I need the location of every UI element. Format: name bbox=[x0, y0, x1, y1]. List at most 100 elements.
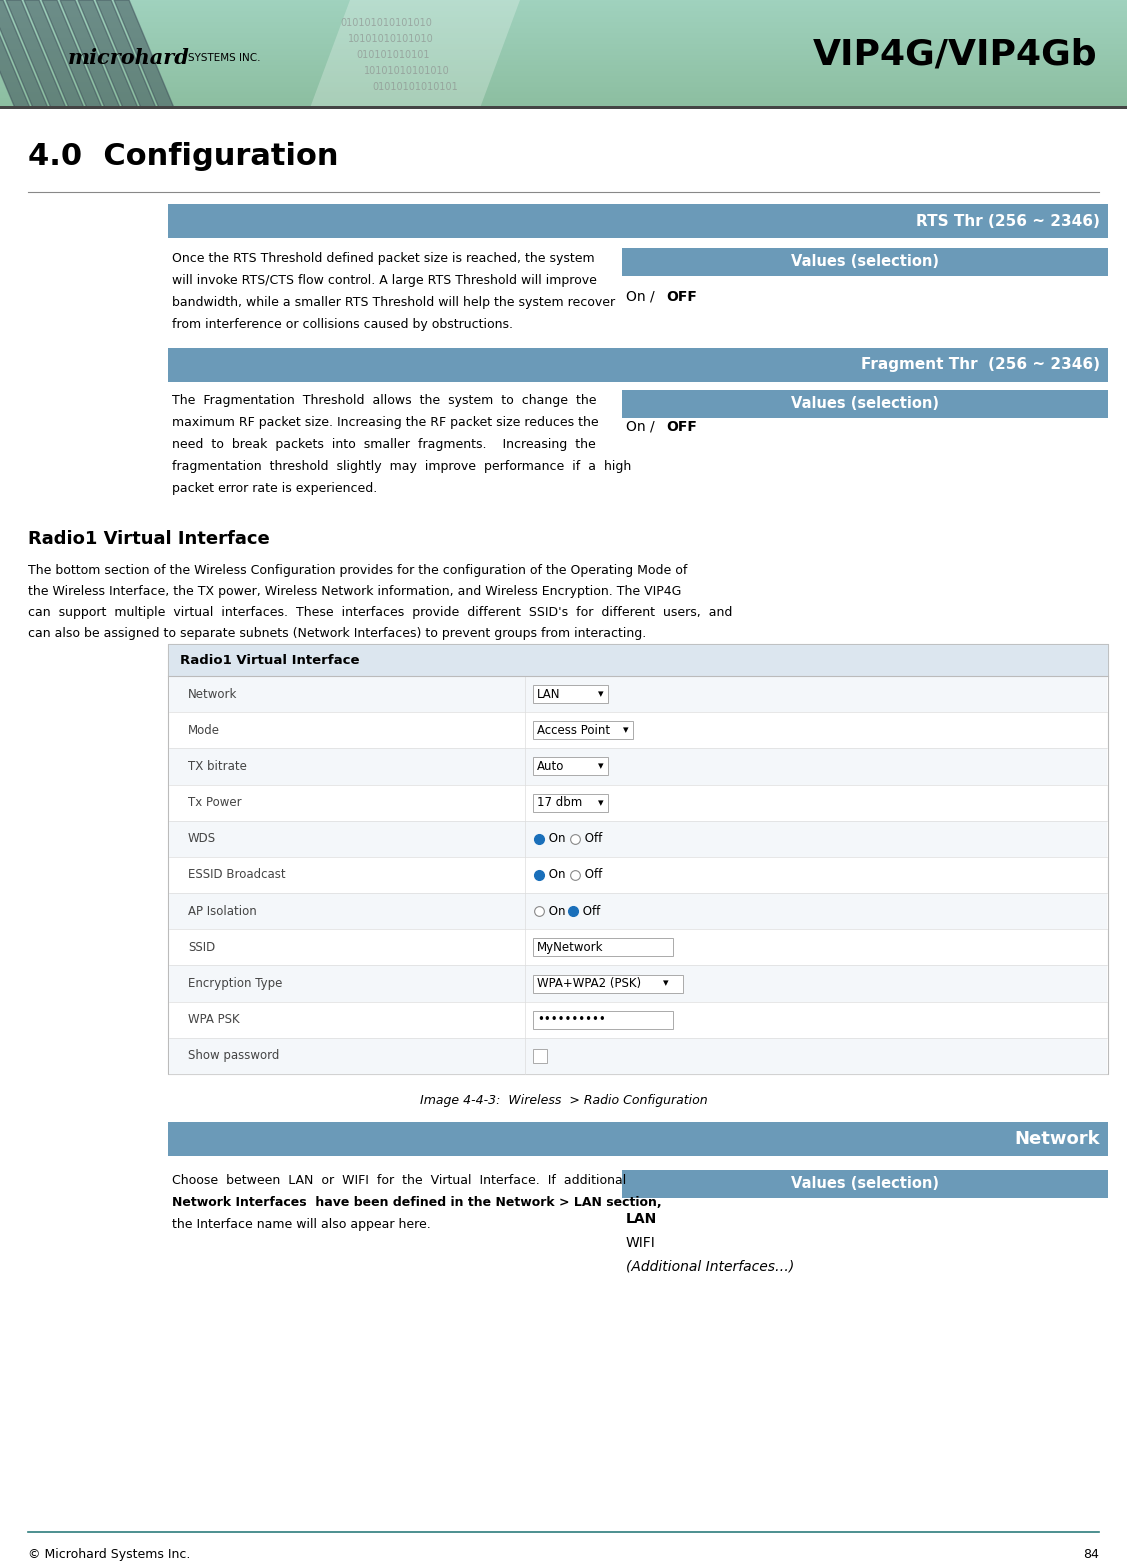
Text: can also be assigned to separate subnets (Network Interfaces) to prevent groups : can also be assigned to separate subnets… bbox=[28, 627, 646, 640]
Text: Off: Off bbox=[582, 832, 603, 845]
Text: the Interface name will also appear here.: the Interface name will also appear here… bbox=[172, 1218, 431, 1231]
Text: Show password: Show password bbox=[188, 1049, 279, 1062]
Text: Choose  between  LAN  or  WIFI  for  the  Virtual  Interface.  If  additional: Choose between LAN or WIFI for the Virtu… bbox=[172, 1175, 627, 1187]
Text: (Additional Interfaces…): (Additional Interfaces…) bbox=[625, 1261, 795, 1275]
Text: AP Isolation: AP Isolation bbox=[188, 904, 257, 918]
Text: Once the RTS Threshold defined packet size is reached, the system: Once the RTS Threshold defined packet si… bbox=[172, 252, 595, 264]
Text: OFF: OFF bbox=[666, 421, 696, 433]
Text: RTS Thr (256 ~ 2346): RTS Thr (256 ~ 2346) bbox=[916, 214, 1100, 228]
Bar bbox=[168, 644, 1108, 1074]
Text: ▾: ▾ bbox=[598, 762, 604, 771]
Text: Mode: Mode bbox=[188, 724, 220, 737]
Bar bbox=[533, 1010, 673, 1029]
Text: TX bitrate: TX bitrate bbox=[188, 760, 247, 773]
Text: 10101010101010: 10101010101010 bbox=[364, 66, 450, 77]
Text: Values (selection): Values (selection) bbox=[791, 1176, 939, 1192]
Bar bbox=[533, 1049, 548, 1064]
Text: ▾: ▾ bbox=[598, 798, 604, 807]
Text: from interference or collisions caused by obstructions.: from interference or collisions caused b… bbox=[172, 317, 513, 332]
Bar bbox=[533, 685, 609, 704]
Text: packet error rate is experienced.: packet error rate is experienced. bbox=[172, 482, 378, 494]
Text: MyNetwork: MyNetwork bbox=[538, 942, 604, 954]
Text: Values (selection): Values (selection) bbox=[791, 255, 939, 269]
Polygon shape bbox=[6, 0, 66, 108]
Text: © Microhard Systems Inc.: © Microhard Systems Inc. bbox=[28, 1548, 190, 1561]
Polygon shape bbox=[0, 0, 30, 108]
Polygon shape bbox=[96, 0, 156, 108]
Text: LAN: LAN bbox=[538, 688, 561, 701]
Text: Image 4-4-3:  Wireless  > Radio Configuration: Image 4-4-3: Wireless > Radio Configurat… bbox=[419, 1093, 708, 1107]
Bar bbox=[168, 644, 1108, 676]
Bar bbox=[533, 757, 609, 776]
Polygon shape bbox=[24, 0, 85, 108]
Text: Off: Off bbox=[582, 868, 603, 882]
Bar bbox=[533, 974, 683, 993]
Text: WPA PSK: WPA PSK bbox=[188, 1013, 240, 1026]
Text: can  support  multiple  virtual  interfaces.  These  interfaces  provide  differ: can support multiple virtual interfaces.… bbox=[28, 605, 733, 619]
Bar bbox=[169, 965, 1107, 1001]
Bar bbox=[169, 893, 1107, 929]
Text: 84: 84 bbox=[1083, 1548, 1099, 1561]
Text: The  Fragmentation  Threshold  allows  the  system  to  change  the: The Fragmentation Threshold allows the s… bbox=[172, 394, 596, 407]
Bar bbox=[168, 349, 1108, 382]
Text: microhard: microhard bbox=[68, 48, 189, 67]
Text: WIFI: WIFI bbox=[625, 1236, 656, 1250]
Polygon shape bbox=[78, 0, 137, 108]
Text: The bottom section of the Wireless Configuration provides for the configuration : The bottom section of the Wireless Confi… bbox=[28, 565, 687, 577]
Text: WPA+WPA2 (PSK): WPA+WPA2 (PSK) bbox=[538, 978, 641, 990]
Bar bbox=[168, 1121, 1108, 1156]
Bar bbox=[622, 389, 1108, 418]
Polygon shape bbox=[114, 0, 174, 108]
Bar bbox=[622, 1170, 1108, 1198]
Text: On: On bbox=[545, 868, 566, 882]
Polygon shape bbox=[310, 0, 520, 108]
Bar bbox=[169, 1038, 1107, 1074]
Text: WDS: WDS bbox=[188, 832, 216, 845]
Bar bbox=[169, 748, 1107, 785]
Bar bbox=[622, 249, 1108, 275]
Text: ••••••••••: •••••••••• bbox=[538, 1013, 606, 1026]
Text: Fragment Thr  (256 ~ 2346): Fragment Thr (256 ~ 2346) bbox=[861, 358, 1100, 372]
Text: SSID: SSID bbox=[188, 942, 215, 954]
Text: LAN: LAN bbox=[625, 1212, 657, 1226]
Text: ▾: ▾ bbox=[598, 690, 604, 699]
Bar bbox=[533, 938, 673, 956]
Text: Encryption Type: Encryption Type bbox=[188, 978, 283, 990]
Text: 4.0  Configuration: 4.0 Configuration bbox=[28, 142, 338, 170]
Text: Network: Network bbox=[1014, 1131, 1100, 1148]
Polygon shape bbox=[42, 0, 103, 108]
Text: Tx Power: Tx Power bbox=[188, 796, 241, 809]
Text: the Wireless Interface, the TX power, Wireless Network information, and Wireless: the Wireless Interface, the TX power, Wi… bbox=[28, 585, 682, 597]
Text: On /: On / bbox=[625, 421, 659, 433]
Text: bandwidth, while a smaller RTS Threshold will help the system recover: bandwidth, while a smaller RTS Threshold… bbox=[172, 296, 615, 310]
Text: ESSID Broadcast: ESSID Broadcast bbox=[188, 868, 285, 882]
Text: On /: On / bbox=[625, 289, 659, 303]
Text: maximum RF packet size. Increasing the RF packet size reduces the: maximum RF packet size. Increasing the R… bbox=[172, 416, 598, 429]
Text: Network Interfaces  have been defined in the Network > LAN section,: Network Interfaces have been defined in … bbox=[172, 1196, 662, 1209]
Polygon shape bbox=[0, 0, 48, 108]
Text: Auto: Auto bbox=[538, 760, 565, 773]
Text: fragmentation  threshold  slightly  may  improve  performance  if  a  high: fragmentation threshold slightly may imp… bbox=[172, 460, 631, 472]
Text: will invoke RTS/CTS flow control. A large RTS Threshold will improve: will invoke RTS/CTS flow control. A larg… bbox=[172, 274, 597, 288]
Bar bbox=[0, 106, 1127, 109]
Text: On: On bbox=[545, 832, 566, 845]
Polygon shape bbox=[60, 0, 119, 108]
Text: On: On bbox=[545, 904, 566, 918]
Bar bbox=[168, 203, 1108, 238]
Text: OFF: OFF bbox=[666, 289, 696, 303]
Text: 17 dbm: 17 dbm bbox=[538, 796, 583, 809]
Text: SYSTEMS INC.: SYSTEMS INC. bbox=[188, 53, 260, 63]
Text: 10101010101010: 10101010101010 bbox=[348, 34, 434, 44]
Text: 01010101010101: 01010101010101 bbox=[372, 81, 458, 92]
Text: Off: Off bbox=[579, 904, 601, 918]
Text: Values (selection): Values (selection) bbox=[791, 397, 939, 411]
Bar bbox=[533, 793, 609, 812]
Text: Access Point: Access Point bbox=[538, 724, 611, 737]
Text: 010101010101010: 010101010101010 bbox=[340, 19, 432, 28]
Bar bbox=[169, 676, 1107, 712]
Text: 010101010101: 010101010101 bbox=[356, 50, 429, 59]
Text: ▾: ▾ bbox=[623, 726, 629, 735]
Text: Radio1 Virtual Interface: Radio1 Virtual Interface bbox=[180, 654, 360, 666]
Text: ▾: ▾ bbox=[663, 979, 668, 988]
Bar bbox=[169, 821, 1107, 857]
